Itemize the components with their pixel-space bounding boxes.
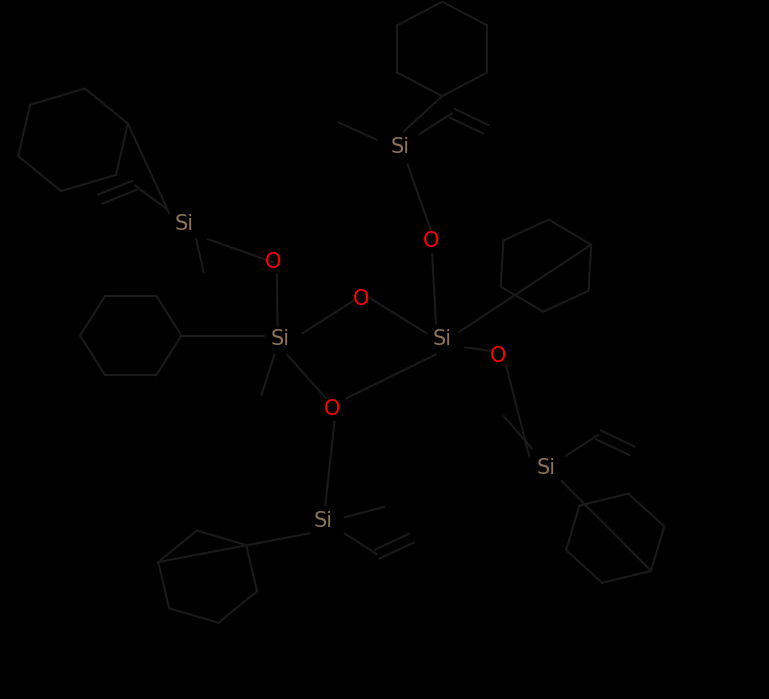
Text: O: O <box>353 289 370 309</box>
Text: O: O <box>490 347 507 366</box>
Text: Si: Si <box>537 459 555 478</box>
Text: Si: Si <box>391 137 409 157</box>
Text: O: O <box>265 252 281 272</box>
Text: Si: Si <box>433 329 451 349</box>
Text: Si: Si <box>271 329 290 349</box>
Text: Si: Si <box>314 511 332 531</box>
Text: Si: Si <box>175 214 194 233</box>
Text: O: O <box>324 399 341 419</box>
Text: O: O <box>422 231 439 251</box>
